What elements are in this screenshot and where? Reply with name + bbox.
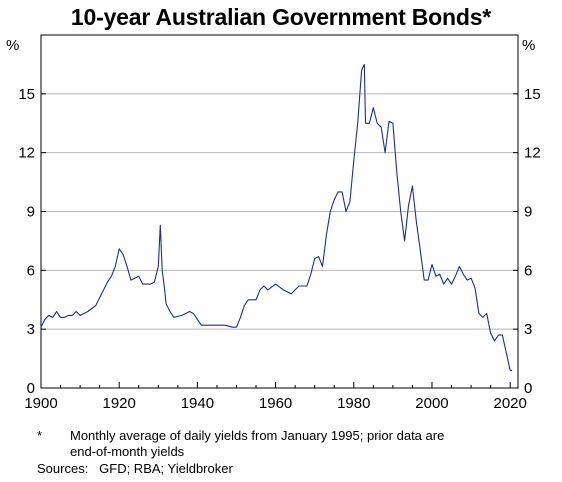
series-line-bond-yield [40,63,513,371]
x-axis: 1900 1920 1940 1960 1980 2000 2020 [24,382,527,412]
y-tick-label-right: 15 [524,86,541,103]
x-tick-label: 2000 [415,395,448,412]
y-tick-label-right: 6 [524,262,532,279]
x-tick-label: 1940 [181,395,214,412]
footnote-marker: * [37,428,43,443]
y-tick-label-left: 0 [27,380,35,397]
y-tick-label-left: 9 [27,204,35,221]
y-unit-left: % [6,37,19,54]
x-tick-label: 1980 [337,395,370,412]
x-tick-label: 1900 [24,395,57,412]
y-tick-label-left: 3 [27,321,35,338]
y-tick-label-right: 0 [524,380,532,397]
y-tick-label-left: 15 [18,86,35,103]
x-tick-label: 1920 [103,395,136,412]
x-tick-label: 1960 [259,395,292,412]
gridlines [41,93,518,330]
footnote-line-2: end-of-month yields [70,444,185,459]
y-unit-right: % [522,37,535,54]
y-tick-label-left: 12 [18,145,35,162]
footnote-line-1: Monthly average of daily yields from Jan… [70,428,445,443]
sources-note: Sources: GFD; RBA; Yieldbroker [37,461,233,476]
y-axis-left: 0 3 6 9 12 15 [18,86,46,397]
y-tick-label-right: 12 [524,145,541,162]
y-tick-label-left: 6 [27,262,35,279]
y-tick-label-right: 9 [524,204,532,221]
chart-title: 10-year Australian Government Bonds* [70,4,492,30]
x-tick-label: 2020 [493,395,526,412]
y-axis-right: 0 3 6 9 12 15 [513,86,541,397]
y-tick-label-right: 3 [524,321,532,338]
